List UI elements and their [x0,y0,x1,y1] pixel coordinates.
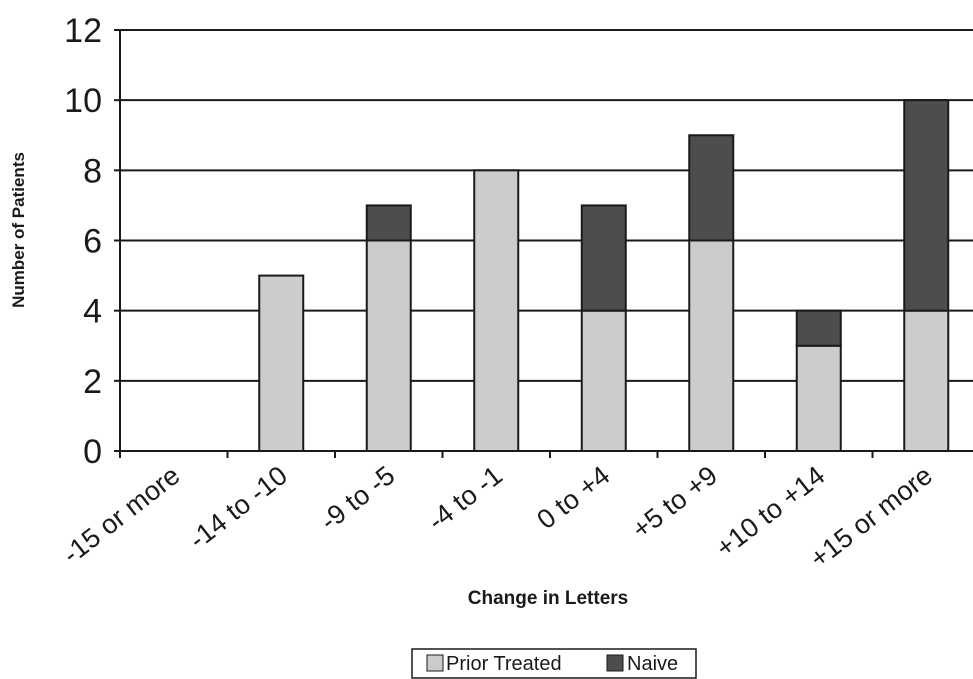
bars [258,99,950,453]
bar-prior-treated-5 [688,239,735,452]
bar-naive-2 [365,204,412,242]
y-tick-label: 8 [83,152,102,190]
bar-naive-7 [903,99,950,312]
gridlines [114,29,973,458]
x-tick-labels: -15 or more-14 to -10 -9 to -5 -4 to -1 0 t… [57,460,938,574]
x-tick-label: +5 to +9 [626,460,723,545]
bar-naive-5 [688,134,735,242]
x-tick-label: -15 or more [57,460,185,570]
legend-swatch-prior-treated [426,654,444,672]
bar-prior-treated-2 [365,239,412,452]
bar-prior-treated-4 [580,309,627,452]
legend-label-naive: Naive [627,653,678,675]
x-tick-label: -14 to -10 [183,460,293,555]
legend: Prior Treated Naive [411,648,697,679]
legend-swatch-naive [606,654,624,672]
bar-prior-treated-1 [258,274,305,453]
bar-prior-treated-6 [795,344,842,452]
bar-prior-treated-7 [903,309,950,452]
x-tick-label: -9 to -5 [315,460,401,536]
y-tick-label: 0 [83,433,102,471]
y-tick-label: 6 [83,223,102,261]
x-axis-title: Change in Letters [468,588,628,609]
y-axis-title: Number of Patients [9,152,28,308]
y-tick-label: 12 [64,12,102,50]
legend-box [411,648,697,679]
y-tick-label: 10 [64,82,102,120]
y-tick-label: 2 [83,363,102,401]
legend-label-prior-treated: Prior Treated [446,653,562,675]
axes [119,30,973,452]
bar-naive-4 [580,204,627,312]
bar-prior-treated-3 [473,169,520,452]
x-tick-label: 0 to +4 [531,460,615,535]
x-tick-label: -4 to -1 [422,460,508,536]
y-tick-labels: 0 2 4 6 8 10 12 [64,12,102,471]
y-tick-label: 4 [83,293,102,331]
bar-naive-6 [795,309,842,347]
